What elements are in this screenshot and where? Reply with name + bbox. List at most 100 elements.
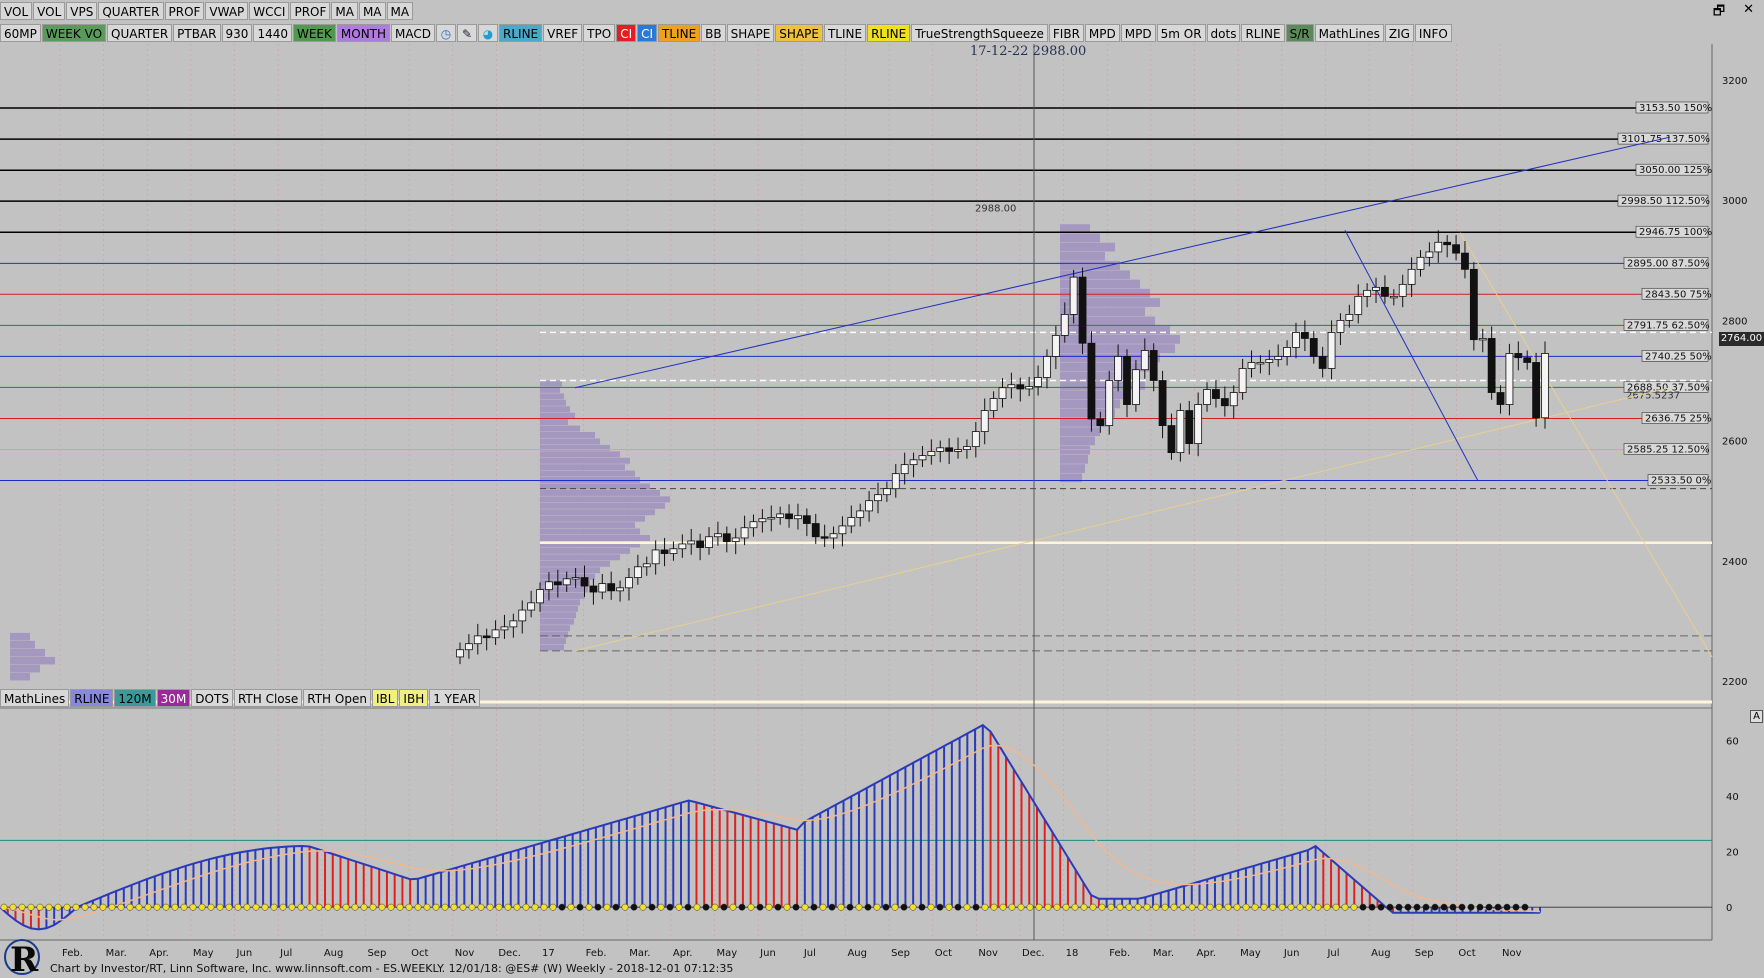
volume-profile-bar bbox=[540, 618, 574, 625]
fib-level-label: 3101.75 137.50% bbox=[1621, 134, 1710, 145]
tool-tpo-button[interactable]: TPO bbox=[583, 23, 616, 42]
study-1-year-button[interactable]: 1 YEAR bbox=[429, 688, 481, 707]
top-prof-button[interactable]: PROF bbox=[164, 1, 205, 20]
squeeze-dot bbox=[639, 903, 647, 911]
tool-ci-button[interactable]: CI bbox=[616, 23, 637, 42]
study-dots-button[interactable]: DOTS bbox=[191, 688, 233, 707]
candle-body bbox=[669, 548, 678, 554]
candle-body bbox=[811, 523, 820, 538]
palette-icon[interactable]: ◕ bbox=[478, 23, 499, 42]
top-vwap-button[interactable]: VWAP bbox=[205, 1, 249, 20]
study-30m-button[interactable]: 30M bbox=[156, 688, 191, 707]
tool-mpd-button[interactable]: MPD bbox=[1084, 23, 1120, 42]
squeeze-dot bbox=[1197, 903, 1205, 911]
study-120m-button[interactable]: 120M bbox=[114, 688, 156, 707]
tool-1440-button[interactable]: 1440 bbox=[253, 23, 292, 42]
tool-vref-button[interactable]: VREF bbox=[543, 23, 583, 42]
candle-body bbox=[1034, 377, 1042, 387]
top-ma-button[interactable]: MA bbox=[331, 1, 358, 20]
candle-body bbox=[936, 447, 945, 452]
study-ibh-button[interactable]: IBH bbox=[399, 688, 429, 707]
fib-level-label: 2998.50 112.50% bbox=[1621, 196, 1710, 207]
squeeze-dot bbox=[225, 903, 233, 911]
candle-body bbox=[731, 537, 740, 542]
study-rline-button[interactable]: RLINE bbox=[70, 688, 114, 707]
squeeze-dot bbox=[1440, 903, 1448, 911]
candle-body bbox=[1194, 404, 1203, 445]
candle-body bbox=[1176, 410, 1185, 454]
tool-macd-button[interactable]: MACD bbox=[391, 23, 436, 42]
tool-60mp-button[interactable]: 60MP bbox=[0, 23, 41, 42]
tool-bb-button[interactable]: BB bbox=[701, 23, 726, 42]
candle-body bbox=[1398, 283, 1407, 297]
tool-week-vo-button[interactable]: WEEK VO bbox=[41, 23, 107, 42]
trendline bbox=[574, 136, 1671, 389]
squeeze-dot bbox=[1098, 903, 1106, 911]
squeeze-dot bbox=[990, 903, 998, 911]
candle-body bbox=[651, 549, 660, 565]
time-axis-label: May bbox=[193, 948, 214, 959]
tool-rline-button[interactable]: RLINE bbox=[1241, 23, 1285, 42]
clock-icon[interactable]: ◷ bbox=[436, 23, 457, 42]
fib-level-label-box bbox=[1641, 350, 1709, 362]
top-vol-button[interactable]: VOL bbox=[0, 1, 33, 20]
tool-tline-button[interactable]: TLINE bbox=[658, 23, 701, 42]
tool-s-r-button[interactable]: S/R bbox=[1285, 23, 1314, 42]
study-rth-close-button[interactable]: RTH Close bbox=[233, 688, 303, 707]
top-prof-button[interactable]: PROF bbox=[290, 1, 331, 20]
volume-profile-bar bbox=[10, 656, 55, 665]
tool-month-button[interactable]: MONTH bbox=[336, 23, 391, 42]
tool-mpd-button[interactable]: MPD bbox=[1120, 23, 1156, 42]
squeeze-dot bbox=[675, 903, 683, 911]
fib-level-label: 3153.50 150% bbox=[1639, 103, 1712, 114]
tool-zig-button[interactable]: ZIG bbox=[1384, 23, 1414, 42]
squeeze-dot bbox=[414, 903, 422, 911]
restore-window-icon[interactable]: 🗗 bbox=[1712, 4, 1726, 19]
tool-rline-button[interactable]: RLINE bbox=[867, 23, 911, 42]
top-vps-button[interactable]: VPS bbox=[66, 1, 98, 20]
tool-quarter-button[interactable]: QUARTER bbox=[107, 23, 173, 42]
tool-930-button[interactable]: 930 bbox=[221, 23, 253, 42]
squeeze-dot bbox=[810, 903, 818, 911]
tool-week-button[interactable]: WEEK bbox=[292, 23, 336, 42]
candle-body bbox=[776, 513, 785, 518]
time-axis-label: Sep bbox=[1415, 948, 1434, 959]
tool-tline-button[interactable]: TLINE bbox=[823, 23, 867, 42]
squeeze-dot bbox=[450, 903, 458, 911]
volume-profile-bar bbox=[540, 522, 635, 529]
tool-fibr-button[interactable]: FIBR bbox=[1048, 23, 1084, 42]
tool-ptbar-button[interactable]: PTBAR bbox=[173, 23, 221, 42]
tool-ci-button[interactable]: CI bbox=[637, 23, 658, 42]
top-ma-button[interactable]: MA bbox=[358, 1, 386, 20]
candle-body bbox=[527, 602, 536, 611]
top-quarter-button[interactable]: QUARTER bbox=[98, 1, 164, 20]
top-vol-button[interactable]: VOL bbox=[33, 1, 66, 20]
pencil-icon[interactable]: ✎ bbox=[457, 23, 478, 42]
close-window-icon[interactable]: ✕ bbox=[1743, 2, 1754, 17]
top-wcci-button[interactable]: WCCI bbox=[249, 1, 290, 20]
tool-dots-button[interactable]: dots bbox=[1206, 23, 1241, 42]
study-rth-open-button[interactable]: RTH Open bbox=[303, 688, 371, 707]
tool-shape-button[interactable]: SHAPE bbox=[726, 23, 775, 42]
study-mathlines-button[interactable]: MathLines bbox=[0, 688, 70, 707]
candle-body bbox=[1114, 356, 1123, 381]
time-axis-label: Dec. bbox=[1022, 948, 1045, 959]
squeeze-dot bbox=[981, 903, 989, 911]
study-ibl-button[interactable]: IBL bbox=[371, 688, 399, 707]
candle-body bbox=[456, 649, 464, 658]
squeeze-dot bbox=[1170, 903, 1178, 911]
tool-truestrengthsqueeze-button[interactable]: TrueStrengthSqueeze bbox=[911, 23, 1048, 42]
tool-rline-button[interactable]: RLINE bbox=[499, 23, 543, 42]
indicator-panel-marker[interactable]: A bbox=[1750, 710, 1763, 723]
squeeze-dot bbox=[1143, 903, 1151, 911]
tool-shape-button[interactable]: SHAPE bbox=[775, 23, 823, 42]
tool-5m-or-button[interactable]: 5m OR bbox=[1156, 23, 1206, 42]
volume-profile-bar bbox=[540, 541, 640, 548]
squeeze-dot bbox=[1368, 903, 1376, 911]
tool-mathlines-button[interactable]: MathLines bbox=[1314, 23, 1384, 42]
top-ma-button[interactable]: MA bbox=[386, 1, 414, 20]
candle-body bbox=[802, 515, 811, 524]
tool-info-button[interactable]: INFO bbox=[1414, 23, 1452, 42]
candle-body bbox=[1318, 356, 1327, 369]
